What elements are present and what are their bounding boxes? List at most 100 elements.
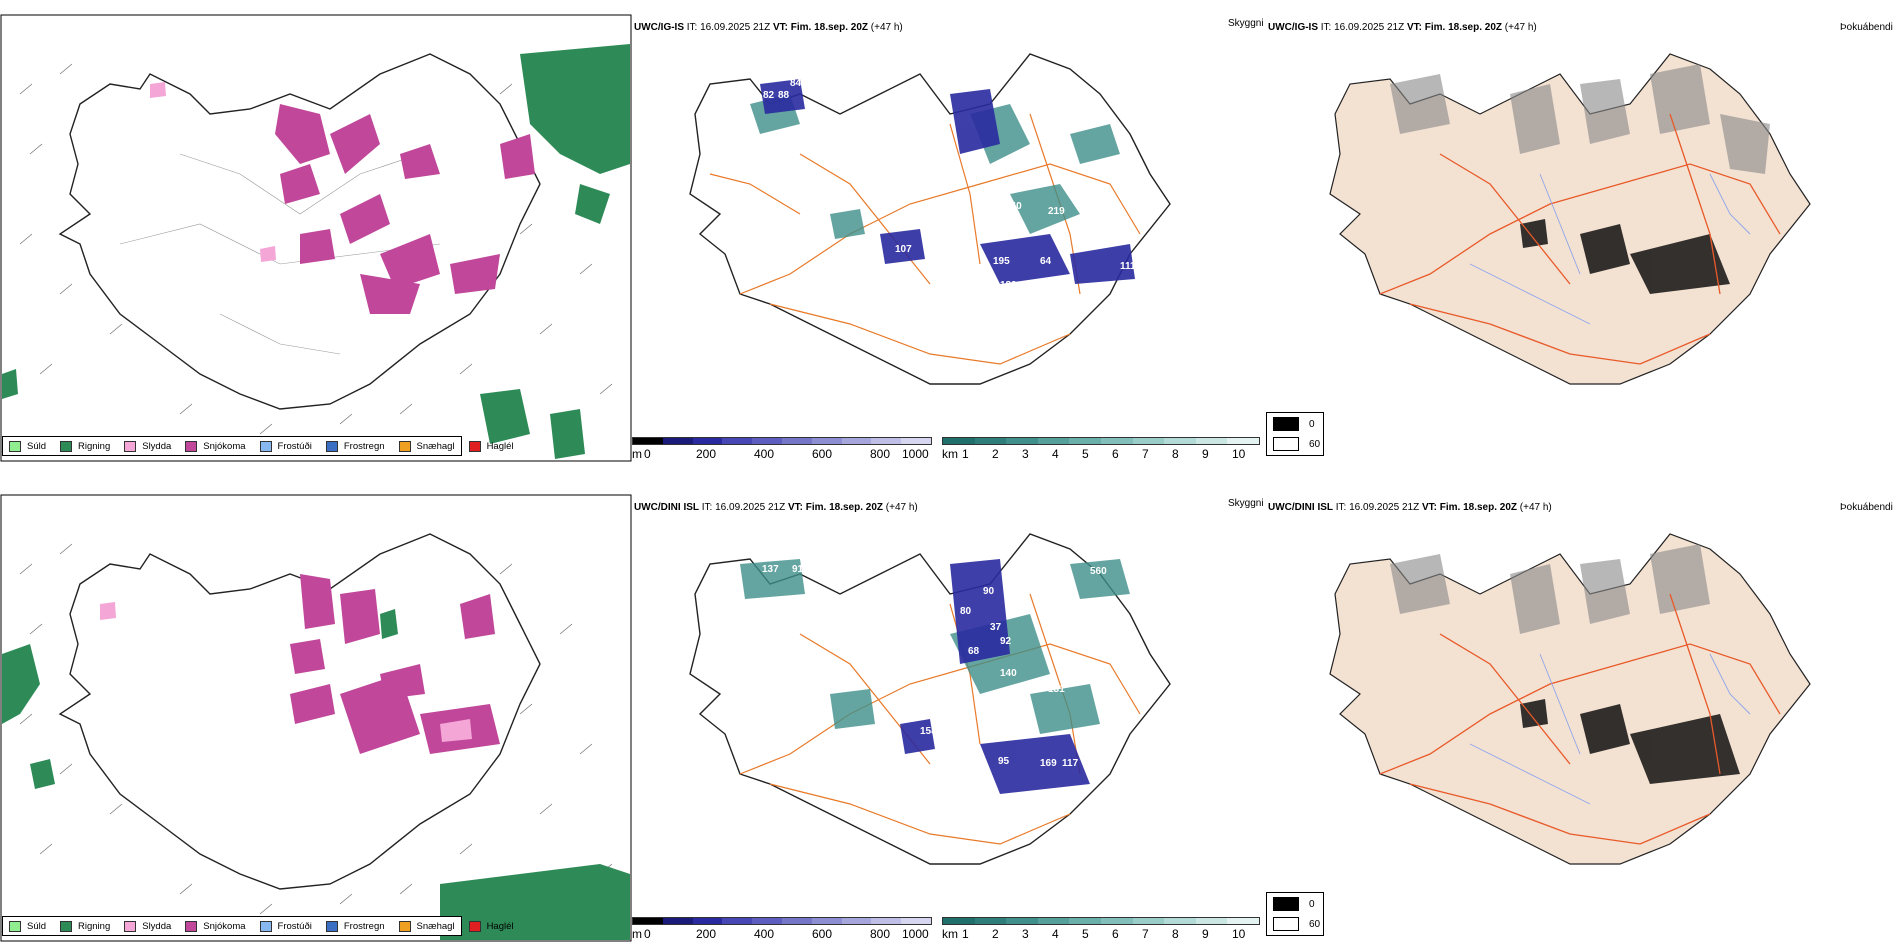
visibility-colorbar: km 1 2 3 4 5 6 7 8 9 10: [942, 437, 1260, 461]
ceiling-label: 131: [1048, 684, 1065, 695]
fog-tick: 60: [1309, 439, 1321, 450]
ceiling-label: 35: [1140, 138, 1152, 149]
legend-item: Frostúði: [259, 440, 312, 452]
legend-item: Haglél: [468, 920, 514, 932]
sleet-areas: [150, 82, 276, 262]
fog-index-map: [1329, 533, 1811, 865]
ceiling-label: 92: [1000, 636, 1012, 647]
fog-shading: [1390, 64, 1770, 174]
legend-swatch: [124, 440, 137, 452]
legend-swatch: [398, 440, 411, 452]
ceiling-label: 64: [1040, 256, 1052, 267]
ceiling-label: 88: [778, 90, 790, 101]
legend-swatch: [325, 440, 338, 452]
visibility-tick: 5: [1082, 447, 1089, 461]
snow-areas: [275, 104, 535, 314]
panel-header: UWC/IG-IS IT: 16.09.2025 21Z VT: Fim. 18…: [634, 22, 903, 33]
ceiling-label: 169: [1040, 758, 1057, 769]
precip-type-legend: Súld Rigning Slydda Snjókoma Frostúði Fr…: [2, 436, 514, 456]
road-network: [1379, 593, 1781, 845]
ceiling-value-labels: 137 91 80 68 37 92 140 131 123 158 86 95…: [762, 564, 1107, 802]
ceiling-label: 82: [763, 90, 775, 101]
panel-header: UWC/IG-IS IT: 16.09.2025 21Z VT: Fim. 18…: [1268, 22, 1537, 33]
legend-swatch: [60, 440, 73, 452]
rain-areas: [2, 44, 630, 459]
legend-item: Súld: [9, 440, 46, 452]
iceland-outline: [1329, 53, 1811, 385]
legend-item: Frostúði: [259, 920, 312, 932]
river-network: [1469, 653, 1751, 805]
panel-title-visibility: Skyggni: [1228, 498, 1264, 509]
ceiling-areas: [900, 559, 1090, 794]
ceiling-label: 37: [990, 622, 1002, 633]
road-network: [1379, 113, 1781, 365]
panel-title-fog: Þokuábendi: [1840, 22, 1893, 33]
ceiling-visibility-map: 137 91 80 68 37 92 140 131 123 158 86 95…: [689, 533, 1171, 865]
river-network: [1469, 173, 1751, 325]
ceiling-label: 140: [1000, 668, 1017, 679]
ceiling-label: 219: [1048, 206, 1065, 217]
iceland-outline: [689, 53, 1171, 385]
ceiling-visibility-map: 82 88 84 65 140 219 73 107 23 195 64 111…: [689, 53, 1171, 385]
fog-dark-areas: [1520, 219, 1730, 294]
ceiling-tick: 600: [812, 447, 833, 461]
visibility-tick: 4: [1052, 447, 1059, 461]
ceiling-label: 84: [790, 78, 802, 89]
visibility-tick: 8: [1172, 447, 1179, 461]
visibility-colorbar-bar: [942, 437, 1260, 445]
ceiling-label: 60: [1048, 290, 1060, 301]
sleet-areas: [100, 602, 472, 742]
legend-item: Frostregn: [325, 920, 385, 932]
ceiling-tick: 1000: [902, 447, 929, 461]
ceiling-colorbar: m 0 200 400 600 800 1000: [632, 437, 932, 461]
fog-shading: [1390, 544, 1710, 634]
ceiling-label: 90: [983, 586, 995, 597]
legend-item: Frostregn: [325, 440, 385, 452]
ceiling-label: 140: [1005, 201, 1022, 212]
ceiling-label: 23: [952, 248, 964, 259]
ceiling-label: 560: [1090, 566, 1107, 577]
ceiling-tick: 800: [870, 447, 891, 461]
row-2: UWC/DINI ISL IT: 16.09.2025 21Z VT: Fim.…: [0, 480, 1900, 950]
ceiling-tick: 0: [644, 447, 651, 461]
ceiling-label: 68: [968, 646, 980, 657]
iceland-outline: [58, 53, 541, 410]
visibility-tick: 2: [992, 447, 999, 461]
visibility-colorbar: km 1 2 3 4 5 6 7 8 9 10: [942, 917, 1260, 941]
ceiling-label: 70: [1082, 754, 1094, 765]
ceiling-colorbar-bar: [632, 437, 932, 445]
visibility-tick: 10: [1232, 447, 1246, 461]
legend-swatch: [185, 440, 198, 452]
iceland-outline: [1329, 533, 1811, 865]
legend-swatch: [468, 440, 481, 452]
fog-index-map: [1329, 53, 1811, 385]
ceiling-areas: [760, 79, 1135, 284]
legend-item: Slydda: [124, 920, 171, 932]
road-network: [709, 113, 1141, 365]
visibility-tick: 9: [1202, 447, 1209, 461]
legend-swatch: [259, 440, 272, 452]
row-1: UWC/IG-IS IT: 16.09.2025 21Z VT: Fim. 18…: [0, 0, 1900, 470]
precip-type-map: [0, 14, 632, 462]
ceiling-colorbar: m 0 200 400 600 800 1000: [632, 917, 932, 941]
legend-item: Snæhagl: [398, 920, 455, 932]
ceiling-tick: 400: [754, 447, 775, 461]
ceiling-label: 73: [860, 238, 872, 249]
legend-item: Snæhagl: [398, 440, 455, 452]
visibility-tick: 3: [1022, 447, 1029, 461]
ceiling-value-labels: 82 88 84 65 140 219 73 107 23 195 64 111…: [763, 78, 1152, 301]
fog-legend: 0 60: [1266, 412, 1324, 456]
visibility-unit: km: [942, 447, 958, 461]
legend-item: Slydda: [124, 440, 171, 452]
ceiling-tick: 200: [696, 447, 717, 461]
fog-legend: 0 60: [1266, 892, 1324, 936]
legend-item: Súld: [9, 920, 46, 932]
panel-title-fog: Þokuábendi: [1840, 502, 1893, 513]
ceiling-label: 123: [875, 716, 892, 727]
ceiling-label: 91: [792, 564, 804, 575]
panel-header: UWC/DINI ISL IT: 16.09.2025 21Z VT: Fim.…: [634, 502, 918, 513]
precip-type-map: [0, 494, 632, 942]
ceiling-label: 137: [762, 564, 779, 575]
legend-item: Rigning: [60, 440, 110, 452]
visibility-tick: 6: [1112, 447, 1119, 461]
